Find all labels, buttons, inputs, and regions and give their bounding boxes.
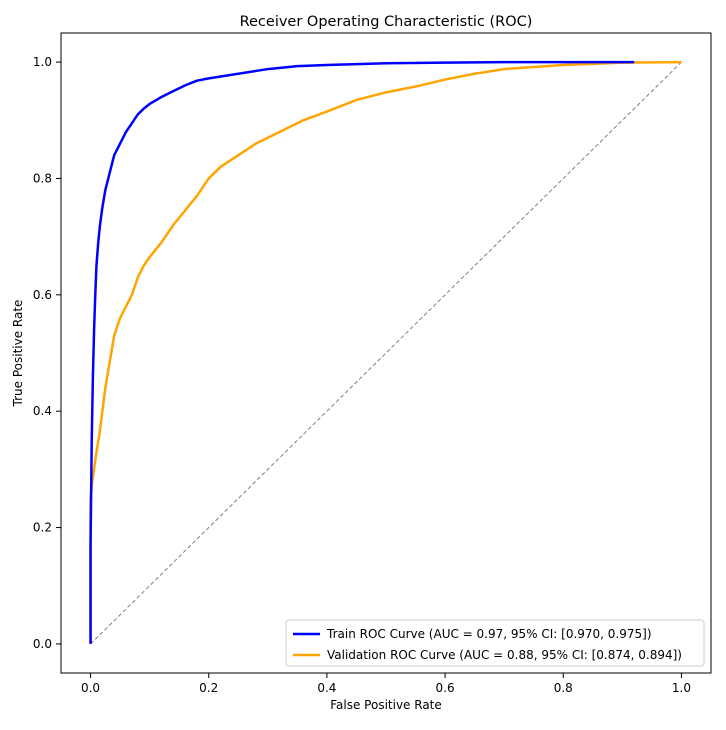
legend-label-train: Train ROC Curve (AUC = 0.97, 95% CI: [0.… [326, 627, 652, 641]
y-tick-label: 0.8 [33, 171, 52, 185]
legend: Train ROC Curve (AUC = 0.97, 95% CI: [0.… [285, 619, 705, 667]
y-tick-label: 0.2 [33, 521, 52, 535]
y-tick-label: 1.0 [33, 55, 52, 69]
x-tick-label: 0.8 [554, 681, 573, 695]
axes-frame [60, 32, 712, 674]
legend-box [285, 619, 705, 667]
y-axis: 0.0 0.2 0.4 0.6 0.8 1.0 [33, 55, 61, 651]
y-tick-label: 0.4 [33, 404, 52, 418]
x-tick-label: 0.6 [436, 681, 455, 695]
validation-roc-curve [89, 60, 682, 644]
train-roc-curve [89, 60, 635, 644]
x-tick-label: 1.0 [672, 681, 691, 695]
x-tick-label: 0.2 [199, 681, 218, 695]
x-axis-label: False Positive Rate [330, 698, 442, 712]
chart-title: Receiver Operating Characteristic (ROC) [240, 14, 533, 30]
y-tick-label: 0.0 [33, 637, 52, 651]
x-axis: 0.0 0.2 0.4 0.6 0.8 1.0 [81, 673, 691, 695]
y-axis-label: True Positive Rate [11, 300, 25, 408]
x-tick-label: 0.4 [317, 681, 336, 695]
x-tick-label: 0.0 [81, 681, 100, 695]
plot-area [89, 60, 682, 645]
chance-diagonal-line [90, 61, 682, 645]
legend-label-validation: Validation ROC Curve (AUC = 0.88, 95% CI… [327, 648, 682, 662]
y-tick-label: 0.6 [33, 288, 52, 302]
